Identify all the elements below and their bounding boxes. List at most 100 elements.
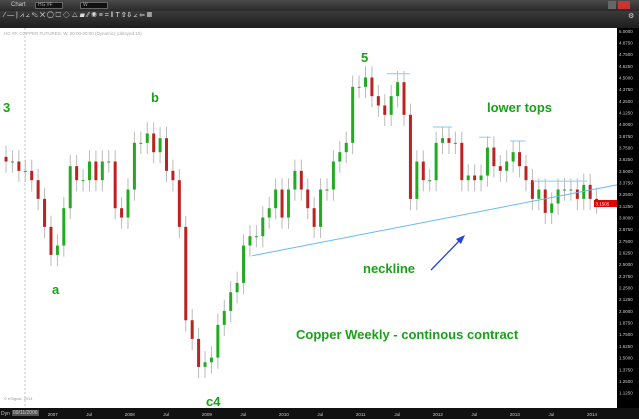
candle-body xyxy=(75,166,79,181)
price-axis[interactable]: 5.0000 4.8750 4.7500 4.6250 4.5000 4.3750 4.25… xyxy=(617,28,639,408)
candle-body xyxy=(158,138,162,153)
candle-body xyxy=(562,189,566,191)
candle-body xyxy=(17,161,21,171)
price-tick: 4.3750 xyxy=(619,87,633,92)
candle-body xyxy=(145,133,149,143)
price-tick: 2.5000 xyxy=(619,262,633,267)
candle-body xyxy=(30,170,34,181)
close-button[interactable] xyxy=(618,1,630,9)
candle-body xyxy=(152,133,156,153)
time-tick: Jul xyxy=(86,412,92,417)
candle-body xyxy=(383,105,387,115)
time-tick: 2010 xyxy=(279,412,290,417)
maximize-button[interactable] xyxy=(608,1,616,9)
candle-body xyxy=(338,152,342,162)
price-tick: 2.8750 xyxy=(619,227,633,232)
candle-body xyxy=(293,170,297,190)
price-tick: 1.5000 xyxy=(619,356,633,361)
price-tick: 4.6250 xyxy=(619,64,633,69)
candle-body xyxy=(428,180,432,182)
label-lower-tops: lower tops xyxy=(487,100,553,115)
candle-body xyxy=(402,82,406,115)
candle-body xyxy=(370,77,374,97)
time-tick: Jul xyxy=(240,412,246,417)
candle-body xyxy=(132,142,136,190)
label-wave-a: a xyxy=(52,282,60,297)
candle-body xyxy=(473,175,477,181)
candle-body xyxy=(94,161,98,181)
label-wave-3: 3 xyxy=(3,100,11,115)
time-axis[interactable]: Dyn 09/11/2006 2007 Jul 2008 Jul 2009 Jul 2010… xyxy=(0,408,639,419)
chart-info: HG #F, COPPER FUTURES, W, 00:00-00:00 (D… xyxy=(4,31,142,36)
candle-body xyxy=(575,189,579,199)
candle-body xyxy=(434,142,438,181)
candle-body xyxy=(235,282,239,293)
candle-body xyxy=(479,175,483,181)
candle-body xyxy=(10,161,14,163)
candle-body xyxy=(248,236,252,246)
candle-body xyxy=(68,166,72,209)
candle-body xyxy=(453,142,457,144)
candle-body xyxy=(222,310,226,325)
price-tick: 3.7500 xyxy=(619,146,633,151)
toolbar: HG #F W ⁄ — | ⩘ ∠ ✎ ✕ ◯ ☐ ◇ △ ▰ ⁄⁄ ◉ ≡ =… xyxy=(0,2,639,28)
symbol-input[interactable]: HG #F xyxy=(35,2,63,9)
candle-body xyxy=(492,147,496,167)
candle-body xyxy=(216,324,220,358)
time-tick: 2011 xyxy=(356,412,366,417)
candle-body xyxy=(505,161,509,171)
candle-body xyxy=(351,86,355,143)
price-tick: 5.0000 xyxy=(619,29,633,34)
candle-body xyxy=(511,152,515,162)
price-tick: 2.2500 xyxy=(619,286,633,291)
candle-body xyxy=(261,217,265,237)
candle-body xyxy=(286,189,290,218)
candle-body xyxy=(299,170,303,190)
candle-body xyxy=(81,180,85,182)
drawing-tools-icon[interactable]: ⁄ — | ⩘ ∠ ✎ ✕ ◯ ☐ ◇ △ ▰ ⁄⁄ ◉ ≡ = ‖ T ⇧ ⇩… xyxy=(4,12,153,19)
price-tick: 3.0000 xyxy=(619,216,633,221)
candle-body xyxy=(229,292,233,311)
candle-body xyxy=(43,198,47,227)
candle-body xyxy=(171,170,175,181)
candle-body xyxy=(36,180,40,199)
candle-body xyxy=(537,189,541,199)
candle-body xyxy=(55,245,59,255)
time-tick: Jul xyxy=(471,412,477,417)
price-tick: 1.7500 xyxy=(619,332,633,337)
candle-body xyxy=(485,147,489,176)
candle-body xyxy=(87,161,91,181)
candle-body xyxy=(588,184,592,199)
chart-caption: Copper Weekly - continous contract xyxy=(296,327,519,342)
candle-body xyxy=(126,189,130,218)
arrow-line xyxy=(430,237,463,271)
candle-body xyxy=(312,208,316,227)
price-tick: 4.8750 xyxy=(619,40,633,45)
candle-body xyxy=(177,180,181,227)
candle-body xyxy=(421,161,425,181)
candle-body xyxy=(364,77,368,87)
price-tick: 1.1250 xyxy=(619,391,633,396)
price-tick: 1.3750 xyxy=(619,367,633,372)
date-box: 09/11/2006 xyxy=(12,410,39,416)
settings-icon[interactable]: ⚙ xyxy=(628,13,635,20)
candle-body xyxy=(466,175,470,181)
time-tick: Jul xyxy=(548,412,554,417)
label-neckline: neckline xyxy=(363,261,416,276)
candle-body xyxy=(254,236,258,238)
label-wave-5: 5 xyxy=(361,50,369,65)
interval-select[interactable]: W xyxy=(80,2,108,9)
candle-body xyxy=(524,166,528,181)
window-title: Chart xyxy=(11,2,26,8)
arrow-head xyxy=(456,235,465,244)
time-tick: Jul xyxy=(163,412,169,417)
neckline xyxy=(251,184,617,257)
price-tick: 2.3750 xyxy=(619,274,633,279)
time-tick: Jul xyxy=(317,412,323,417)
price-chart[interactable]: HG #F, COPPER FUTURES, W, 00:00-00:00 (D… xyxy=(0,28,617,409)
candle-body xyxy=(530,180,534,199)
price-tick: 1.2500 xyxy=(619,379,633,384)
candle-body xyxy=(319,189,323,227)
candle-body xyxy=(120,208,124,218)
price-tick: 4.2500 xyxy=(619,99,633,104)
